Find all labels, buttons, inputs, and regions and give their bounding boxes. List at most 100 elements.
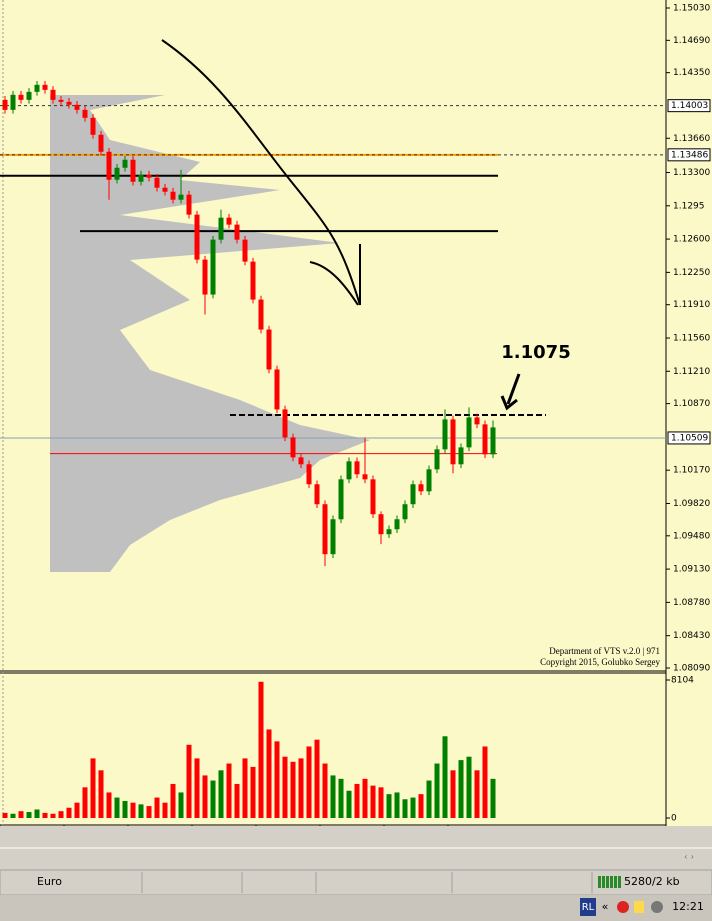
candle-body <box>290 437 296 458</box>
volume-bar <box>154 797 160 818</box>
volume-bar <box>90 758 96 818</box>
candle-body <box>66 101 72 105</box>
y-tick-label: 1.08430 <box>673 631 710 641</box>
y-tick-label: 1.10170 <box>673 466 710 476</box>
volume-bar <box>362 778 368 818</box>
volume-bar <box>450 770 456 818</box>
candle-body <box>2 99 8 110</box>
candle-body <box>306 464 312 485</box>
volume-bar <box>26 812 32 818</box>
candle-body <box>298 457 304 465</box>
volume-bar <box>386 794 392 818</box>
price-mark-box <box>667 99 711 113</box>
tray-icon[interactable] <box>617 901 629 913</box>
candle-body <box>178 194 184 200</box>
candle-body <box>82 109 88 118</box>
volume-bar <box>426 780 432 818</box>
candle-body <box>370 479 376 515</box>
candle-body <box>218 217 224 240</box>
axis-background <box>666 0 712 826</box>
y-tick-label: 1.12250 <box>673 268 710 278</box>
candle-body <box>378 514 384 535</box>
candle-body <box>410 484 416 505</box>
volume-bar <box>250 766 256 818</box>
volume-bar <box>474 770 480 818</box>
candle-body <box>74 104 80 110</box>
volume-bar <box>434 763 440 818</box>
candle-body <box>282 409 288 438</box>
candle-body <box>338 479 344 520</box>
candle-body <box>90 117 96 135</box>
volume-bar <box>42 812 48 818</box>
volume-bar <box>290 761 296 818</box>
volume-tick-label: 0 <box>671 814 677 824</box>
candle-body <box>458 447 464 465</box>
volume-bar <box>394 792 400 818</box>
candle-body <box>314 484 320 505</box>
candle-body <box>386 529 392 535</box>
candle-body <box>130 159 136 182</box>
y-tick-label: 1.09130 <box>673 565 710 575</box>
volume-bar <box>466 756 472 818</box>
candle-body <box>322 504 328 555</box>
volume-bar <box>330 775 336 818</box>
tray-expand[interactable]: « <box>602 900 609 913</box>
volume-bar <box>482 746 488 818</box>
volume-bar <box>114 797 120 818</box>
volume-bar <box>370 785 376 818</box>
y-tick-label: 1.12600 <box>673 235 710 245</box>
candle-body <box>194 214 200 260</box>
price-mark-label: 1.10509 <box>671 433 708 443</box>
volume-bar <box>346 790 352 818</box>
candle-body <box>50 89 56 100</box>
credit: Copyright 2015, Golubko Sergey <box>540 657 660 667</box>
volume-bar <box>298 758 304 818</box>
candle-body <box>18 94 24 100</box>
volume-bar <box>402 799 408 818</box>
volume-bar <box>98 770 104 818</box>
clock: 12:21 <box>672 900 704 913</box>
candle-body <box>258 299 264 330</box>
volume-bar <box>202 775 208 818</box>
candle-body <box>170 191 176 200</box>
candle-body <box>210 239 216 295</box>
hand-drawn-arrow <box>161 39 361 306</box>
volume-bar <box>18 811 24 818</box>
y-tick-label: 1.11910 <box>673 300 710 310</box>
volume-bar <box>234 783 240 818</box>
scroll-arrows[interactable]: ‹ › <box>684 853 694 863</box>
volume-tick-label: 8104 <box>671 676 694 686</box>
volume-bar <box>442 736 448 818</box>
volume-bar <box>226 763 232 818</box>
volume-bar <box>274 741 280 818</box>
volume-bar <box>106 792 112 818</box>
volume-bar <box>162 802 168 818</box>
y-tick-label: 1.08090 <box>673 664 710 674</box>
volume-bar <box>210 780 216 818</box>
candle-body <box>418 484 424 492</box>
volume-bar <box>50 813 56 818</box>
volume-bar <box>66 807 72 818</box>
candle-body <box>274 369 280 410</box>
volume-bar <box>82 787 88 818</box>
candle-body <box>98 134 104 152</box>
lang-box[interactable] <box>580 898 596 916</box>
tray-icon[interactable] <box>634 901 644 913</box>
connection-icon <box>598 876 621 888</box>
volume-profile <box>50 95 370 572</box>
candle-body <box>202 259 208 295</box>
tray-icon[interactable] <box>651 901 663 913</box>
candle-body <box>362 474 368 480</box>
candle-body <box>186 194 192 215</box>
volume-bar <box>146 806 152 818</box>
y-tick-label: 1.15030 <box>673 3 710 13</box>
candle-body <box>34 84 40 92</box>
volume-bar <box>178 792 184 818</box>
y-tick-label: 1.13300 <box>673 168 710 178</box>
volume-bar <box>2 812 8 818</box>
price-mark-label: 1.14003 <box>671 101 708 111</box>
volume-bar <box>218 770 224 818</box>
price-mark-box <box>667 148 711 162</box>
candle-body <box>482 424 488 455</box>
